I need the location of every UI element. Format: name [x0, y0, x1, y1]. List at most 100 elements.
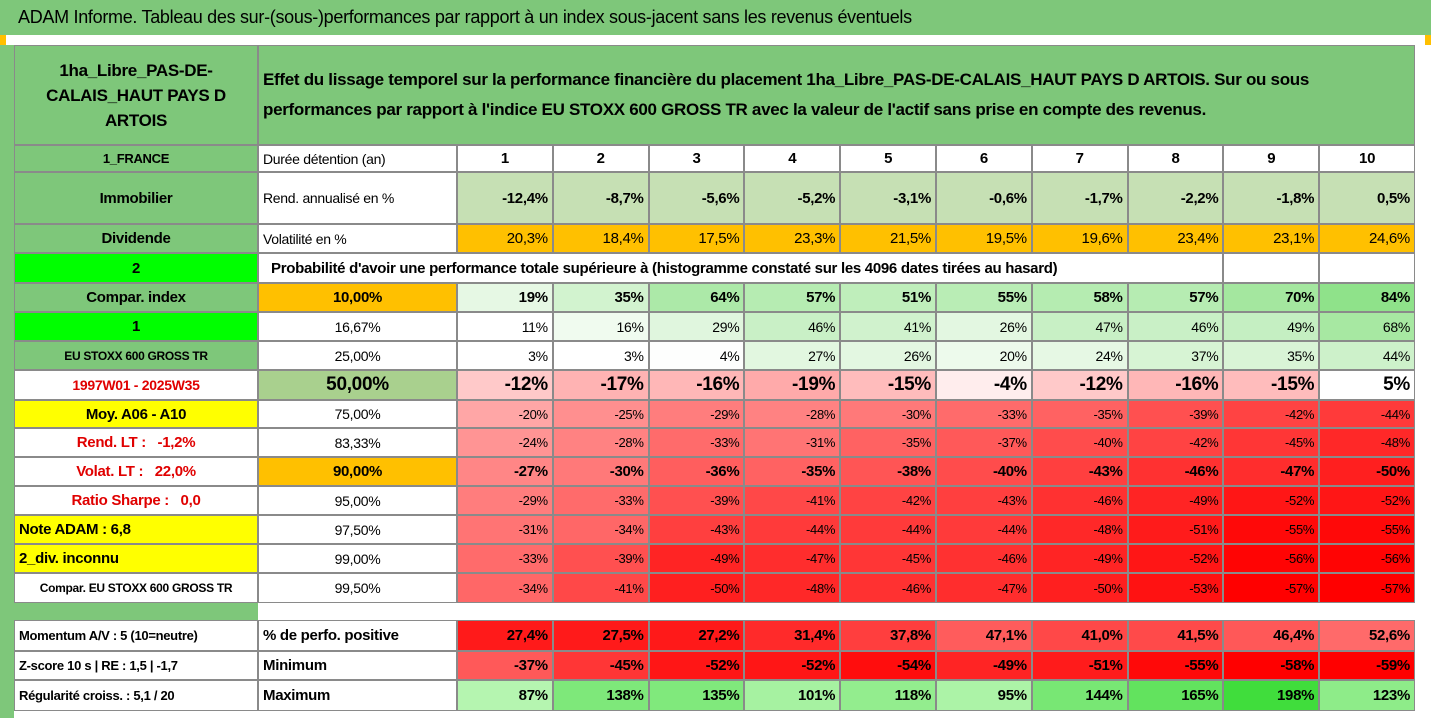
value-cell: -34% — [457, 573, 553, 603]
row-label: 1_FRANCE — [14, 145, 258, 172]
value-cell: -40% — [936, 457, 1032, 486]
value-cell: 4 — [744, 145, 841, 172]
row-metric: Volatilité en % — [258, 224, 457, 253]
value-cell: -49% — [1127, 486, 1224, 515]
value-cell: -52% — [648, 651, 745, 680]
empty-cell — [1319, 253, 1415, 283]
value-cell: 52,6% — [1319, 620, 1415, 651]
value-cell: -49% — [936, 651, 1032, 680]
value-cell: 46% — [744, 312, 841, 341]
section-note: Probabilité d'avoir une performance tota… — [258, 253, 1224, 283]
value-cell: 46,4% — [1223, 620, 1320, 651]
value-cell: -2,2% — [1127, 172, 1224, 224]
value-cell: 84% — [1319, 283, 1415, 312]
value-cell: -37% — [936, 428, 1032, 457]
empty-cell — [1223, 253, 1320, 283]
value-cell: 20,3% — [457, 224, 553, 253]
value-cell: -1,7% — [1031, 172, 1128, 224]
value-cell: 27% — [744, 341, 841, 370]
value-cell: 68% — [1319, 312, 1415, 341]
row-metric: 10,00% — [258, 283, 457, 312]
row-label: 2 — [14, 253, 258, 283]
value-cell: -41% — [744, 486, 841, 515]
value-cell: -55% — [1127, 651, 1224, 680]
value-cell: -4% — [936, 370, 1032, 400]
value-cell: 138% — [552, 680, 649, 711]
value-cell: -42% — [840, 486, 936, 515]
value-cell: 144% — [1031, 680, 1128, 711]
value-cell: -52% — [1127, 544, 1224, 573]
row-label: EU STOXX 600 GROSS TR — [14, 341, 258, 370]
separator — [0, 35, 1431, 45]
value-cell: -33% — [936, 400, 1032, 428]
value-cell: 7 — [1031, 145, 1128, 172]
value-cell: -56% — [1223, 544, 1320, 573]
value-cell: -43% — [648, 515, 745, 544]
value-cell: -58% — [1223, 651, 1320, 680]
row-metric: 99,50% — [258, 573, 457, 603]
description: Effet du lissage temporel sur la perform… — [258, 45, 1415, 145]
value-cell: -46% — [936, 544, 1032, 573]
row-label: Z-score 10 s | RE : 1,5 | -1,7 — [14, 651, 258, 680]
value-cell: -41% — [552, 573, 649, 603]
value-cell: 23,4% — [1127, 224, 1224, 253]
value-cell: 6 — [936, 145, 1032, 172]
value-cell: -5,6% — [648, 172, 745, 224]
value-cell: 16% — [552, 312, 649, 341]
value-cell: -48% — [1031, 515, 1128, 544]
value-cell: 35% — [552, 283, 649, 312]
value-cell: -30% — [552, 457, 649, 486]
row-label: 1997W01 - 2025W35 — [14, 370, 258, 400]
value-cell: 41,5% — [1127, 620, 1224, 651]
value-cell: -5,2% — [744, 172, 841, 224]
row-label: Compar. EU STOXX 600 GROSS TR — [14, 573, 258, 603]
value-cell: 46% — [1127, 312, 1224, 341]
value-cell: -39% — [1127, 400, 1224, 428]
value-cell: 37% — [1127, 341, 1224, 370]
value-cell: -42% — [1127, 428, 1224, 457]
value-cell: 87% — [457, 680, 553, 711]
value-cell: -55% — [1319, 515, 1415, 544]
title-bar: ADAM Informe. Tableau des sur-(sous-)per… — [0, 0, 1431, 35]
value-cell: -47% — [936, 573, 1032, 603]
value-cell: -49% — [1031, 544, 1128, 573]
value-cell: -48% — [744, 573, 841, 603]
value-cell: -37% — [457, 651, 553, 680]
value-cell: 44% — [1319, 341, 1415, 370]
value-cell: 55% — [936, 283, 1032, 312]
value-cell: 3% — [457, 341, 553, 370]
value-cell: -16% — [1127, 370, 1224, 400]
row-label: Moy. A06 - A10 — [14, 400, 258, 428]
row-metric: Minimum — [258, 651, 457, 680]
row-label: 2_div. inconnu — [14, 544, 258, 573]
value-cell: 4% — [648, 341, 745, 370]
value-cell: -27% — [457, 457, 553, 486]
row-label: Compar. index — [14, 283, 258, 312]
value-cell: 5 — [840, 145, 936, 172]
value-cell: -50% — [1319, 457, 1415, 486]
row-label: Régularité croiss. : 5,1 / 20 — [14, 680, 258, 711]
value-cell: -33% — [648, 428, 745, 457]
row-metric: 50,00% — [258, 370, 457, 400]
row-metric: Maximum — [258, 680, 457, 711]
value-cell: 135% — [648, 680, 745, 711]
value-cell: 95% — [936, 680, 1032, 711]
value-cell: -1,8% — [1223, 172, 1320, 224]
value-cell: -50% — [1031, 573, 1128, 603]
row-metric: 99,00% — [258, 544, 457, 573]
value-cell: 27,2% — [648, 620, 745, 651]
value-cell: -20% — [457, 400, 553, 428]
value-cell: -55% — [1223, 515, 1320, 544]
value-cell: 21,5% — [840, 224, 936, 253]
value-cell: -38% — [840, 457, 936, 486]
value-cell: -43% — [936, 486, 1032, 515]
row-label: 1 — [14, 312, 258, 341]
value-cell: -52% — [1223, 486, 1320, 515]
value-cell: 23,3% — [744, 224, 841, 253]
row-label: Rend. LT : -1,2% — [14, 428, 258, 457]
value-cell: 49% — [1223, 312, 1320, 341]
value-cell: 57% — [1127, 283, 1224, 312]
value-cell: -35% — [1031, 400, 1128, 428]
value-cell: 35% — [1223, 341, 1320, 370]
